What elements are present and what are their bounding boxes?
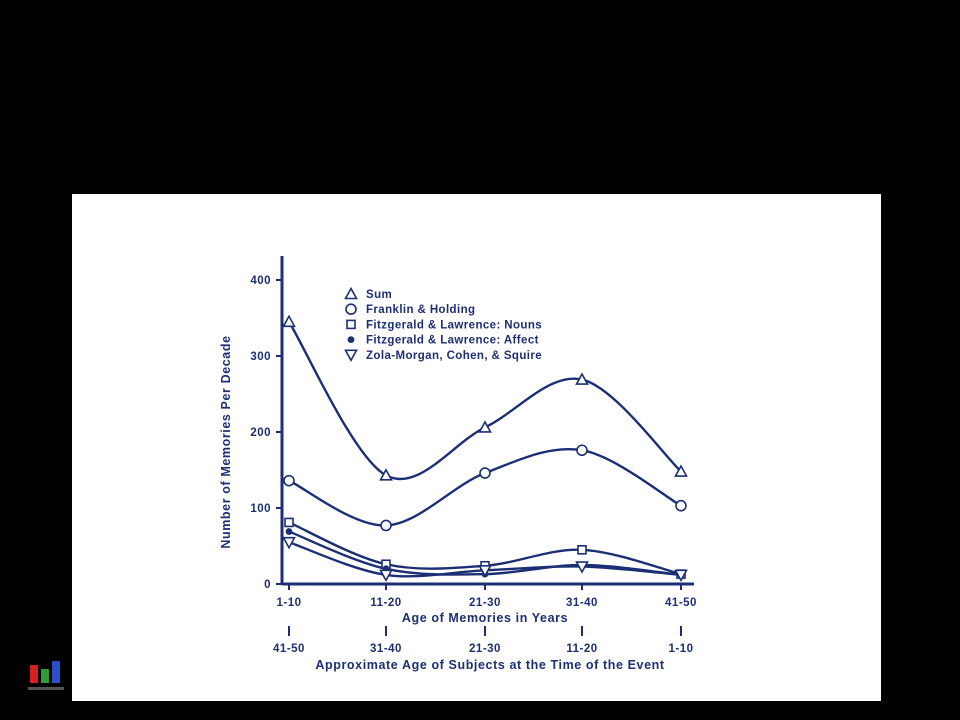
data-point-series-0 xyxy=(282,314,296,328)
logo-green-bar xyxy=(41,669,49,683)
legend-label: Franklin & Holding xyxy=(366,304,475,316)
logo-blue-bar xyxy=(52,661,60,683)
x-tick-label: 1-10 xyxy=(276,597,301,609)
series-markers xyxy=(282,314,688,583)
legend-label: Fitzgerald & Lawrence: Nouns xyxy=(366,319,542,331)
x-tick-label: 31-40 xyxy=(566,597,598,609)
data-point-series-4 xyxy=(575,561,589,574)
data-point-series-1 xyxy=(380,519,392,532)
legend-label: Fitzgerald & Lawrence: Affect xyxy=(366,335,539,347)
legend-marker-0 xyxy=(344,286,358,300)
data-point-series-4 xyxy=(478,565,492,578)
data-point-series-1 xyxy=(576,444,588,457)
y-tick-label: 300 xyxy=(250,351,271,363)
data-point-series-2 xyxy=(577,544,587,555)
data-point-series-1 xyxy=(675,499,687,512)
x-secondary-tick-label: 11-20 xyxy=(566,643,597,655)
y-tick-label: 200 xyxy=(250,427,271,439)
lab-logo-icon xyxy=(28,660,64,690)
y-tick-label: 100 xyxy=(250,503,271,515)
y-tick-label: 400 xyxy=(250,275,271,287)
legend-label: Zola-Morgan, Cohen, & Squire xyxy=(366,350,542,362)
legend: Sum Franklin & Holding Fitzgerald & Lawren… xyxy=(344,286,542,362)
y-axis-title: Number of Memories Per Decade xyxy=(219,335,233,548)
x-secondary-tick-label: 31-40 xyxy=(370,643,402,655)
data-point-series-0 xyxy=(575,372,589,385)
series-line-1 xyxy=(288,448,682,527)
legend-marker-4 xyxy=(344,349,358,362)
data-point-series-4 xyxy=(379,569,393,583)
y-tick-label: 0 xyxy=(264,579,271,591)
data-point-series-0 xyxy=(478,420,492,433)
legend-marker-1 xyxy=(345,303,357,315)
x-tick-label: 11-20 xyxy=(370,597,401,609)
line-chart: 0 100 200 300 400 1-10 41-50 11-20 31-40 21-30 21-… xyxy=(219,256,697,672)
data-point-series-2 xyxy=(284,517,294,528)
logo-red-bar xyxy=(30,665,38,683)
x-secondary-tick-label: 21-30 xyxy=(469,643,501,655)
x-tick-label: 41-50 xyxy=(665,597,697,609)
x-secondary-tick-label: 41-50 xyxy=(273,643,305,655)
legend-marker-2 xyxy=(346,319,356,330)
data-point-series-3 xyxy=(285,528,293,535)
x-tick-label: 21-30 xyxy=(469,597,501,609)
data-point-series-1 xyxy=(479,467,491,479)
legend-marker-3 xyxy=(347,336,355,344)
data-point-series-0 xyxy=(379,468,393,481)
data-point-series-1 xyxy=(283,474,295,487)
data-point-series-4 xyxy=(674,569,688,583)
logo-caption xyxy=(28,687,64,690)
axes xyxy=(276,256,694,636)
x-secondary-tick-label: 1-10 xyxy=(668,643,693,655)
data-point-series-4 xyxy=(282,536,296,550)
x-axis-title: Age of Memories in Years xyxy=(402,611,568,625)
chart-panel: 0 100 200 300 400 1-10 41-50 11-20 31-40 21-30 21-… xyxy=(72,194,881,701)
data-point-series-0 xyxy=(674,464,688,477)
axis-labels: 0 100 200 300 400 1-10 41-50 11-20 31-40 21-30 21-… xyxy=(219,275,697,672)
legend-label: Sum xyxy=(366,289,392,301)
x-axis-secondary-title: Approximate Age of Subjects at the Time … xyxy=(315,658,665,672)
